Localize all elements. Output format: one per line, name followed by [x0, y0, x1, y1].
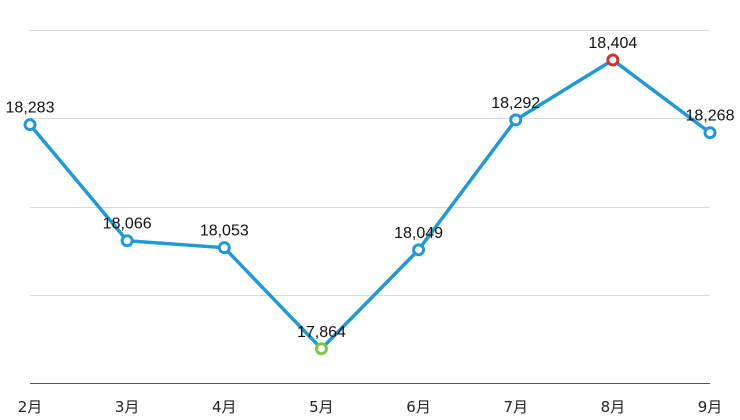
- data-point-max: [606, 53, 620, 67]
- data-point-min: [314, 342, 328, 356]
- x-tick-label: 8月: [601, 398, 626, 416]
- data-label: 18,066: [103, 216, 152, 233]
- x-tick-label: 7月: [503, 398, 528, 416]
- x-tick-label: 3月: [115, 398, 140, 416]
- data-label: 18,283: [6, 100, 55, 117]
- data-label: 18,268: [686, 108, 735, 125]
- data-label: 18,053: [200, 223, 249, 240]
- data-label: 18,049: [394, 225, 443, 242]
- data-point: [509, 113, 523, 127]
- x-tick-label: 4月: [212, 398, 237, 416]
- x-tick-label: 5月: [309, 398, 334, 416]
- data-point: [412, 243, 426, 257]
- x-tick-label: 6月: [406, 398, 431, 416]
- data-point: [703, 126, 717, 140]
- data-label: 18,404: [588, 35, 637, 52]
- data-label: 18,292: [491, 95, 540, 112]
- data-point: [23, 118, 37, 132]
- data-label: 17,864: [297, 324, 346, 341]
- series-line: [28, 58, 712, 351]
- x-tick-label: 9月: [698, 398, 723, 416]
- data-point: [217, 241, 231, 255]
- data-point: [120, 234, 134, 248]
- x-tick-label: 2月: [18, 398, 43, 416]
